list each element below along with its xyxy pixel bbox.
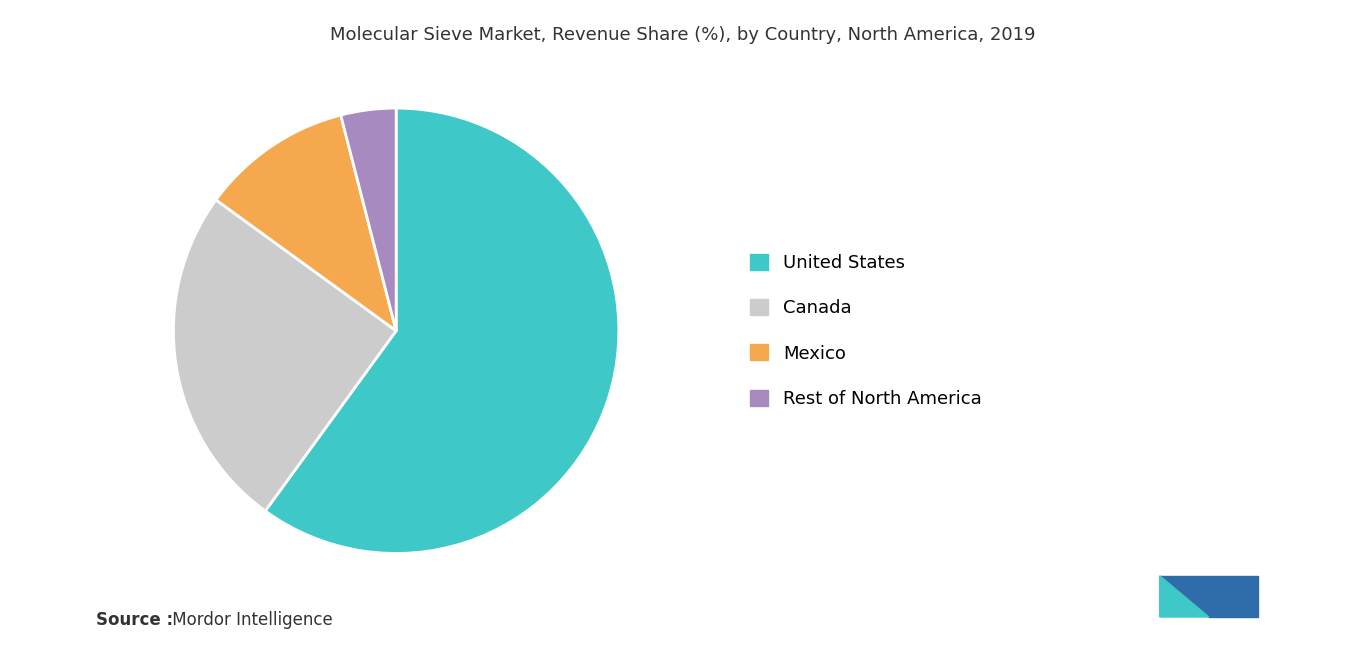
Polygon shape [1160,576,1258,617]
Text: Source :: Source : [96,611,172,629]
Text: Molecular Sieve Market, Revenue Share (%), by Country, North America, 2019: Molecular Sieve Market, Revenue Share (%… [331,26,1035,44]
Wedge shape [265,108,619,553]
Text: Mordor Intelligence: Mordor Intelligence [167,611,332,629]
Wedge shape [216,115,396,331]
Wedge shape [173,200,396,511]
Wedge shape [340,108,396,331]
Polygon shape [1160,576,1209,617]
Legend: United States, Canada, Mexico, Rest of North America: United States, Canada, Mexico, Rest of N… [750,253,982,408]
